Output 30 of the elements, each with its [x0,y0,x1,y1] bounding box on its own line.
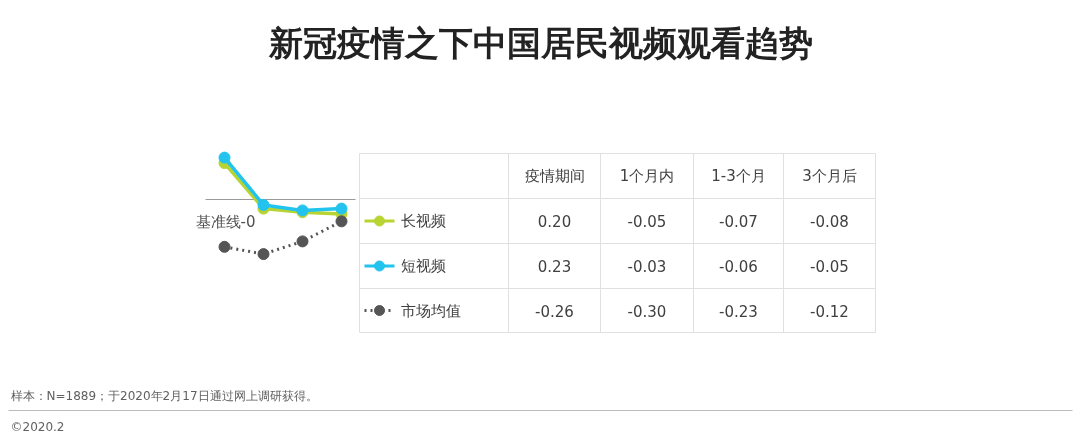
point [335,215,348,228]
text: -0.12 [810,302,849,321]
text: 0.23 [537,258,572,276]
text: 0.20 [537,213,572,231]
point [257,248,270,261]
point [257,198,270,211]
text: 1个月内 [619,167,675,185]
point [296,235,309,248]
text: 疫情期间 [524,167,585,185]
point [218,151,231,164]
text: ©2020.2 [10,419,65,434]
legend-label: 市场均值 [400,301,461,320]
point [218,240,231,253]
text: -0.05 [627,213,667,231]
text: -0.05 [810,258,849,276]
legend-label: 长视频 [400,212,446,230]
text: 样本：N=1889；于2020年2月17日通过网上调研获得。 [10,388,318,403]
text: -0.06 [719,258,758,276]
text: -0.03 [627,258,667,276]
legend-label: 短视频 [400,257,446,275]
text: -0.26 [535,302,574,321]
text: 3个月后 [802,167,857,185]
text: -0.07 [719,213,758,231]
text: 新冠疫情之下中国居民视频观看趋势 [267,22,813,63]
ref-line-label: 基准线-0 [195,212,256,231]
point [335,202,348,215]
text: 1-3个月 [711,167,766,185]
text: -0.08 [810,213,849,231]
text: -0.23 [719,302,758,321]
text: -0.30 [627,302,667,321]
